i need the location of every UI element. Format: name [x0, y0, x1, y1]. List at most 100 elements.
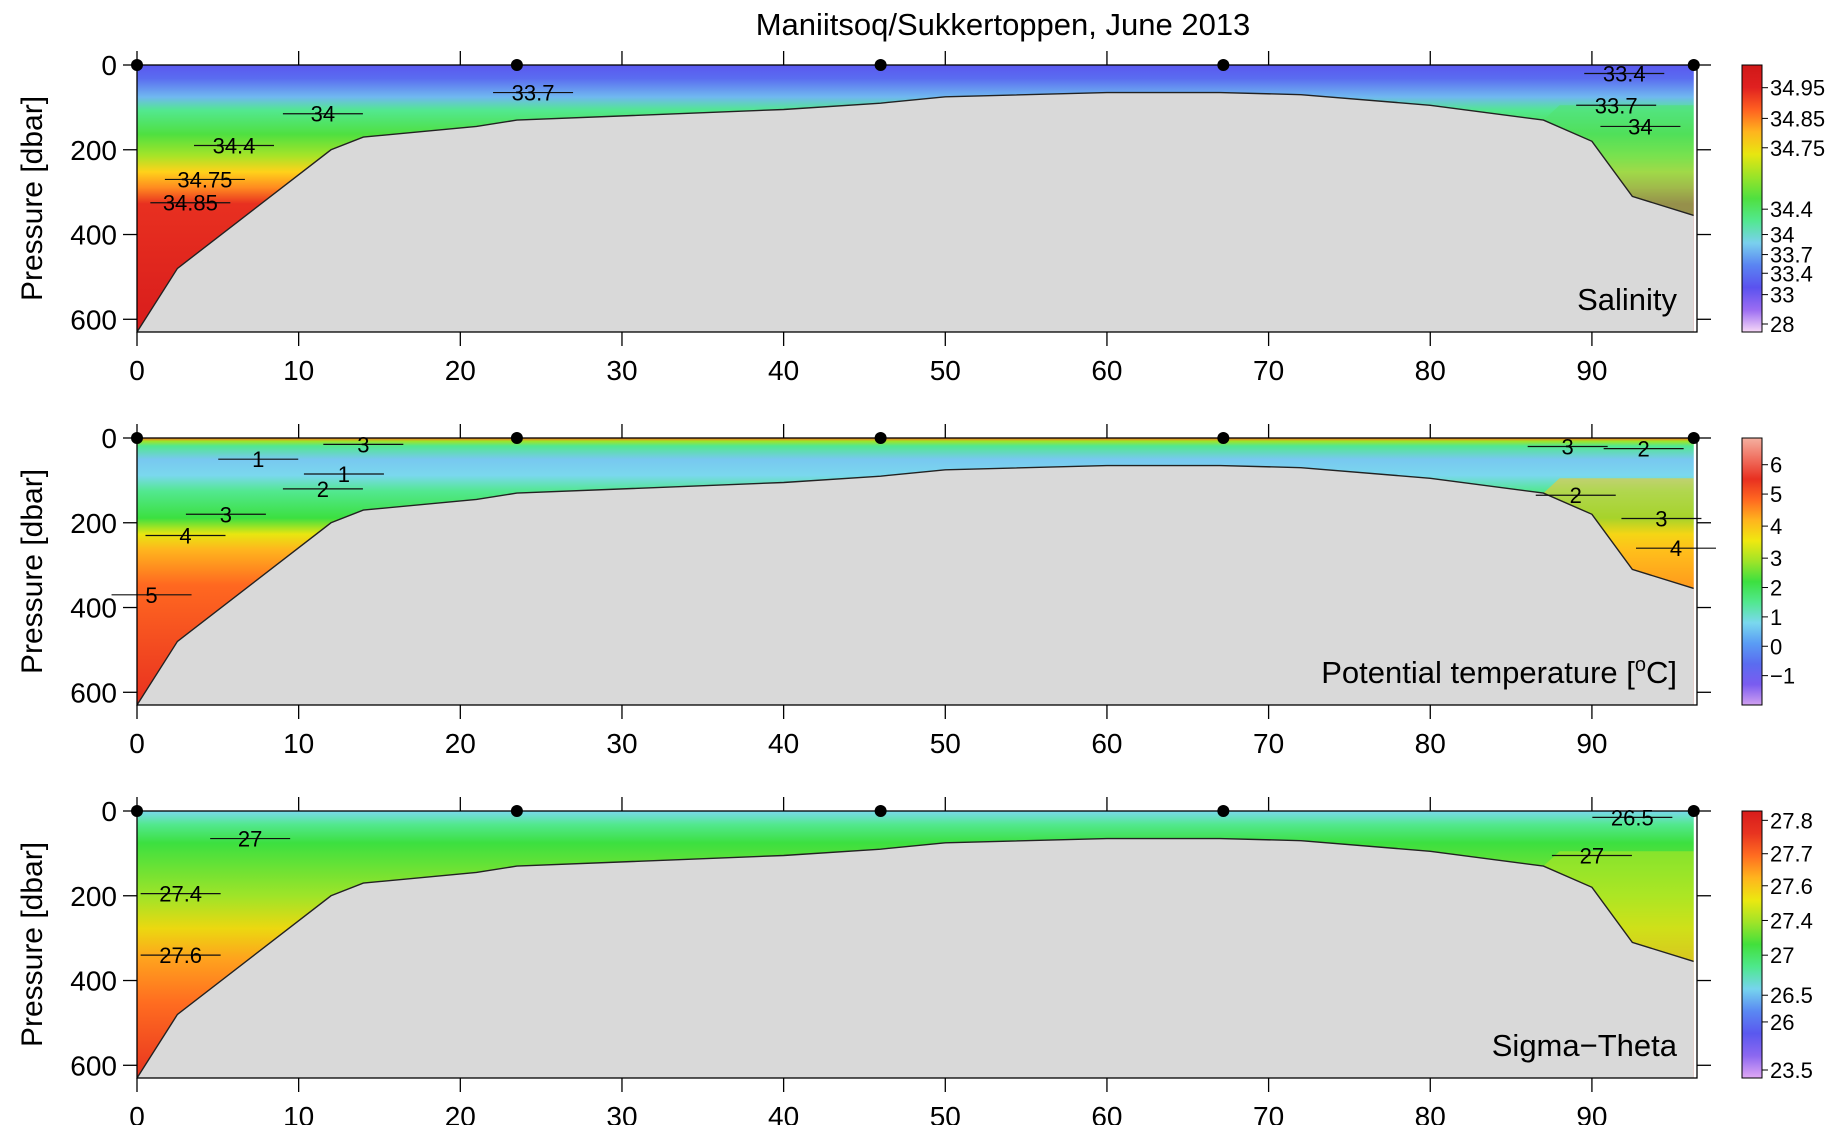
x-tick-label: 30 — [606, 728, 637, 759]
colorbar — [1741, 437, 1763, 706]
contour-label: 3 — [1562, 434, 1574, 459]
contour-label: 27 — [1580, 844, 1604, 869]
colorbar-tick-label: 33.4 — [1770, 261, 1813, 286]
contour-label: 3 — [357, 432, 369, 457]
y-axis-label: Pressure [dbar] — [16, 96, 49, 301]
colorbar-tick-label: −1 — [1770, 664, 1795, 689]
panel-label: Potential temperature [oC] — [1321, 654, 1677, 690]
x-tick-label: 0 — [129, 1101, 145, 1125]
x-tick-label: 70 — [1253, 1101, 1284, 1125]
x-tick-label: 90 — [1576, 1101, 1607, 1125]
x-tick-label: 0 — [129, 355, 145, 386]
y-tick-label: 400 — [70, 966, 117, 997]
contour-label: 2 — [1570, 483, 1582, 508]
colorbar-tick-label: 27.7 — [1770, 842, 1813, 867]
panel-label: Salinity — [1577, 282, 1677, 317]
x-tick-label: 70 — [1253, 355, 1284, 386]
contour-label: 27 — [238, 827, 262, 852]
colorbar-tick-label: 1 — [1770, 605, 1782, 630]
colorbar-tick-label: 3 — [1770, 546, 1782, 571]
colorbar — [1741, 64, 1763, 333]
seafloor-line — [136, 837, 1694, 1079]
y-tick-label: 0 — [101, 796, 117, 827]
y-axis-label: Pressure [dbar] — [16, 469, 49, 674]
colorbar-tick-label: 27.8 — [1770, 808, 1813, 833]
colorbar-tick-label: 5 — [1770, 482, 1782, 507]
contour-label: 34 — [1628, 114, 1652, 139]
contour-label: 5 — [145, 583, 157, 608]
x-tick-label: 60 — [1091, 728, 1122, 759]
y-tick-label: 600 — [70, 1050, 117, 1081]
x-tick-label: 20 — [445, 728, 476, 759]
x-tick-label: 40 — [768, 355, 799, 386]
seafloor-mask — [137, 465, 1697, 705]
colorbar-tick-label: 33 — [1770, 283, 1794, 308]
right-margin — [1693, 811, 1697, 1078]
panel-label: Sigma−Theta — [1492, 1028, 1678, 1063]
x-tick-label: 80 — [1415, 1101, 1446, 1125]
deep-pocket-field — [1543, 105, 1694, 216]
x-tick-label: 20 — [445, 1101, 476, 1125]
panel-label-end: C] — [1646, 655, 1677, 690]
colorbar — [1741, 810, 1763, 1079]
x-tick-label: 0 — [129, 728, 145, 759]
x-tick-label: 30 — [606, 355, 637, 386]
colorbar-tick-label: 27 — [1770, 943, 1794, 968]
figure-title: Maniitsoq/Sukkertoppen, June 2013 — [756, 7, 1251, 42]
contour-label: 4 — [179, 523, 191, 548]
right-margin — [1693, 438, 1697, 705]
contour-label: 3 — [220, 502, 232, 527]
colorbar-tick-label: 34.4 — [1770, 197, 1813, 222]
contour-label: 3 — [1655, 507, 1667, 532]
seafloor-mask — [137, 92, 1697, 332]
x-tick-label: 80 — [1415, 355, 1446, 386]
y-tick-label: 600 — [70, 677, 117, 708]
contour-label: 2 — [317, 477, 329, 502]
axes-frame — [136, 64, 1698, 333]
colorbar-tick-label: 0 — [1770, 634, 1782, 659]
contour-label: 1 — [338, 462, 350, 487]
seafloor-mask — [137, 838, 1697, 1078]
deep-pocket-field — [1543, 478, 1694, 589]
axes-frame — [136, 810, 1698, 1079]
x-tick-label: 60 — [1091, 355, 1122, 386]
contour-label: 33.7 — [1595, 93, 1638, 118]
panel-label-text: Potential temperature [ — [1321, 655, 1635, 690]
x-tick-label: 50 — [930, 1101, 961, 1125]
y-tick-label: 200 — [70, 135, 117, 166]
seafloor-line — [136, 464, 1694, 706]
y-tick-label: 600 — [70, 304, 117, 335]
contour-label: 26.5 — [1611, 805, 1654, 830]
colorbar-tick-label: 6 — [1770, 453, 1782, 478]
x-tick-label: 40 — [768, 728, 799, 759]
x-tick-label: 70 — [1253, 728, 1284, 759]
x-tick-label: 50 — [930, 355, 961, 386]
contour-label: 27.4 — [159, 882, 202, 907]
contour-label: 1 — [252, 447, 264, 472]
colorbar-tick-label: 33.7 — [1770, 243, 1813, 268]
contour-label: 34 — [311, 102, 335, 127]
contour-label: 2 — [1638, 437, 1650, 462]
colorbar-tick-label: 27.4 — [1770, 908, 1813, 933]
colorbar-tick-label: 34 — [1770, 223, 1794, 248]
contour-label: 27.6 — [159, 943, 202, 968]
contour-label: 4 — [1670, 536, 1682, 561]
right-margin — [1693, 65, 1697, 332]
x-tick-label: 80 — [1415, 728, 1446, 759]
y-tick-label: 400 — [70, 593, 117, 624]
x-tick-label: 20 — [445, 355, 476, 386]
contour-label: 34.75 — [177, 167, 232, 192]
colorbar-tick-label: 4 — [1770, 514, 1782, 539]
y-axis-label: Pressure [dbar] — [16, 842, 49, 1047]
x-tick-label: 60 — [1091, 1101, 1122, 1125]
x-tick-label: 40 — [768, 1101, 799, 1125]
y-tick-label: 0 — [101, 423, 117, 454]
x-tick-label: 10 — [283, 728, 314, 759]
colorbar-tick-label: 23.5 — [1770, 1058, 1813, 1083]
contour-label: 33.7 — [512, 81, 555, 106]
colorbar-tick-label: 28 — [1770, 312, 1794, 337]
colorbar-tick-label: 34.85 — [1770, 106, 1825, 131]
colorbar-tick-label: 26 — [1770, 1010, 1794, 1035]
